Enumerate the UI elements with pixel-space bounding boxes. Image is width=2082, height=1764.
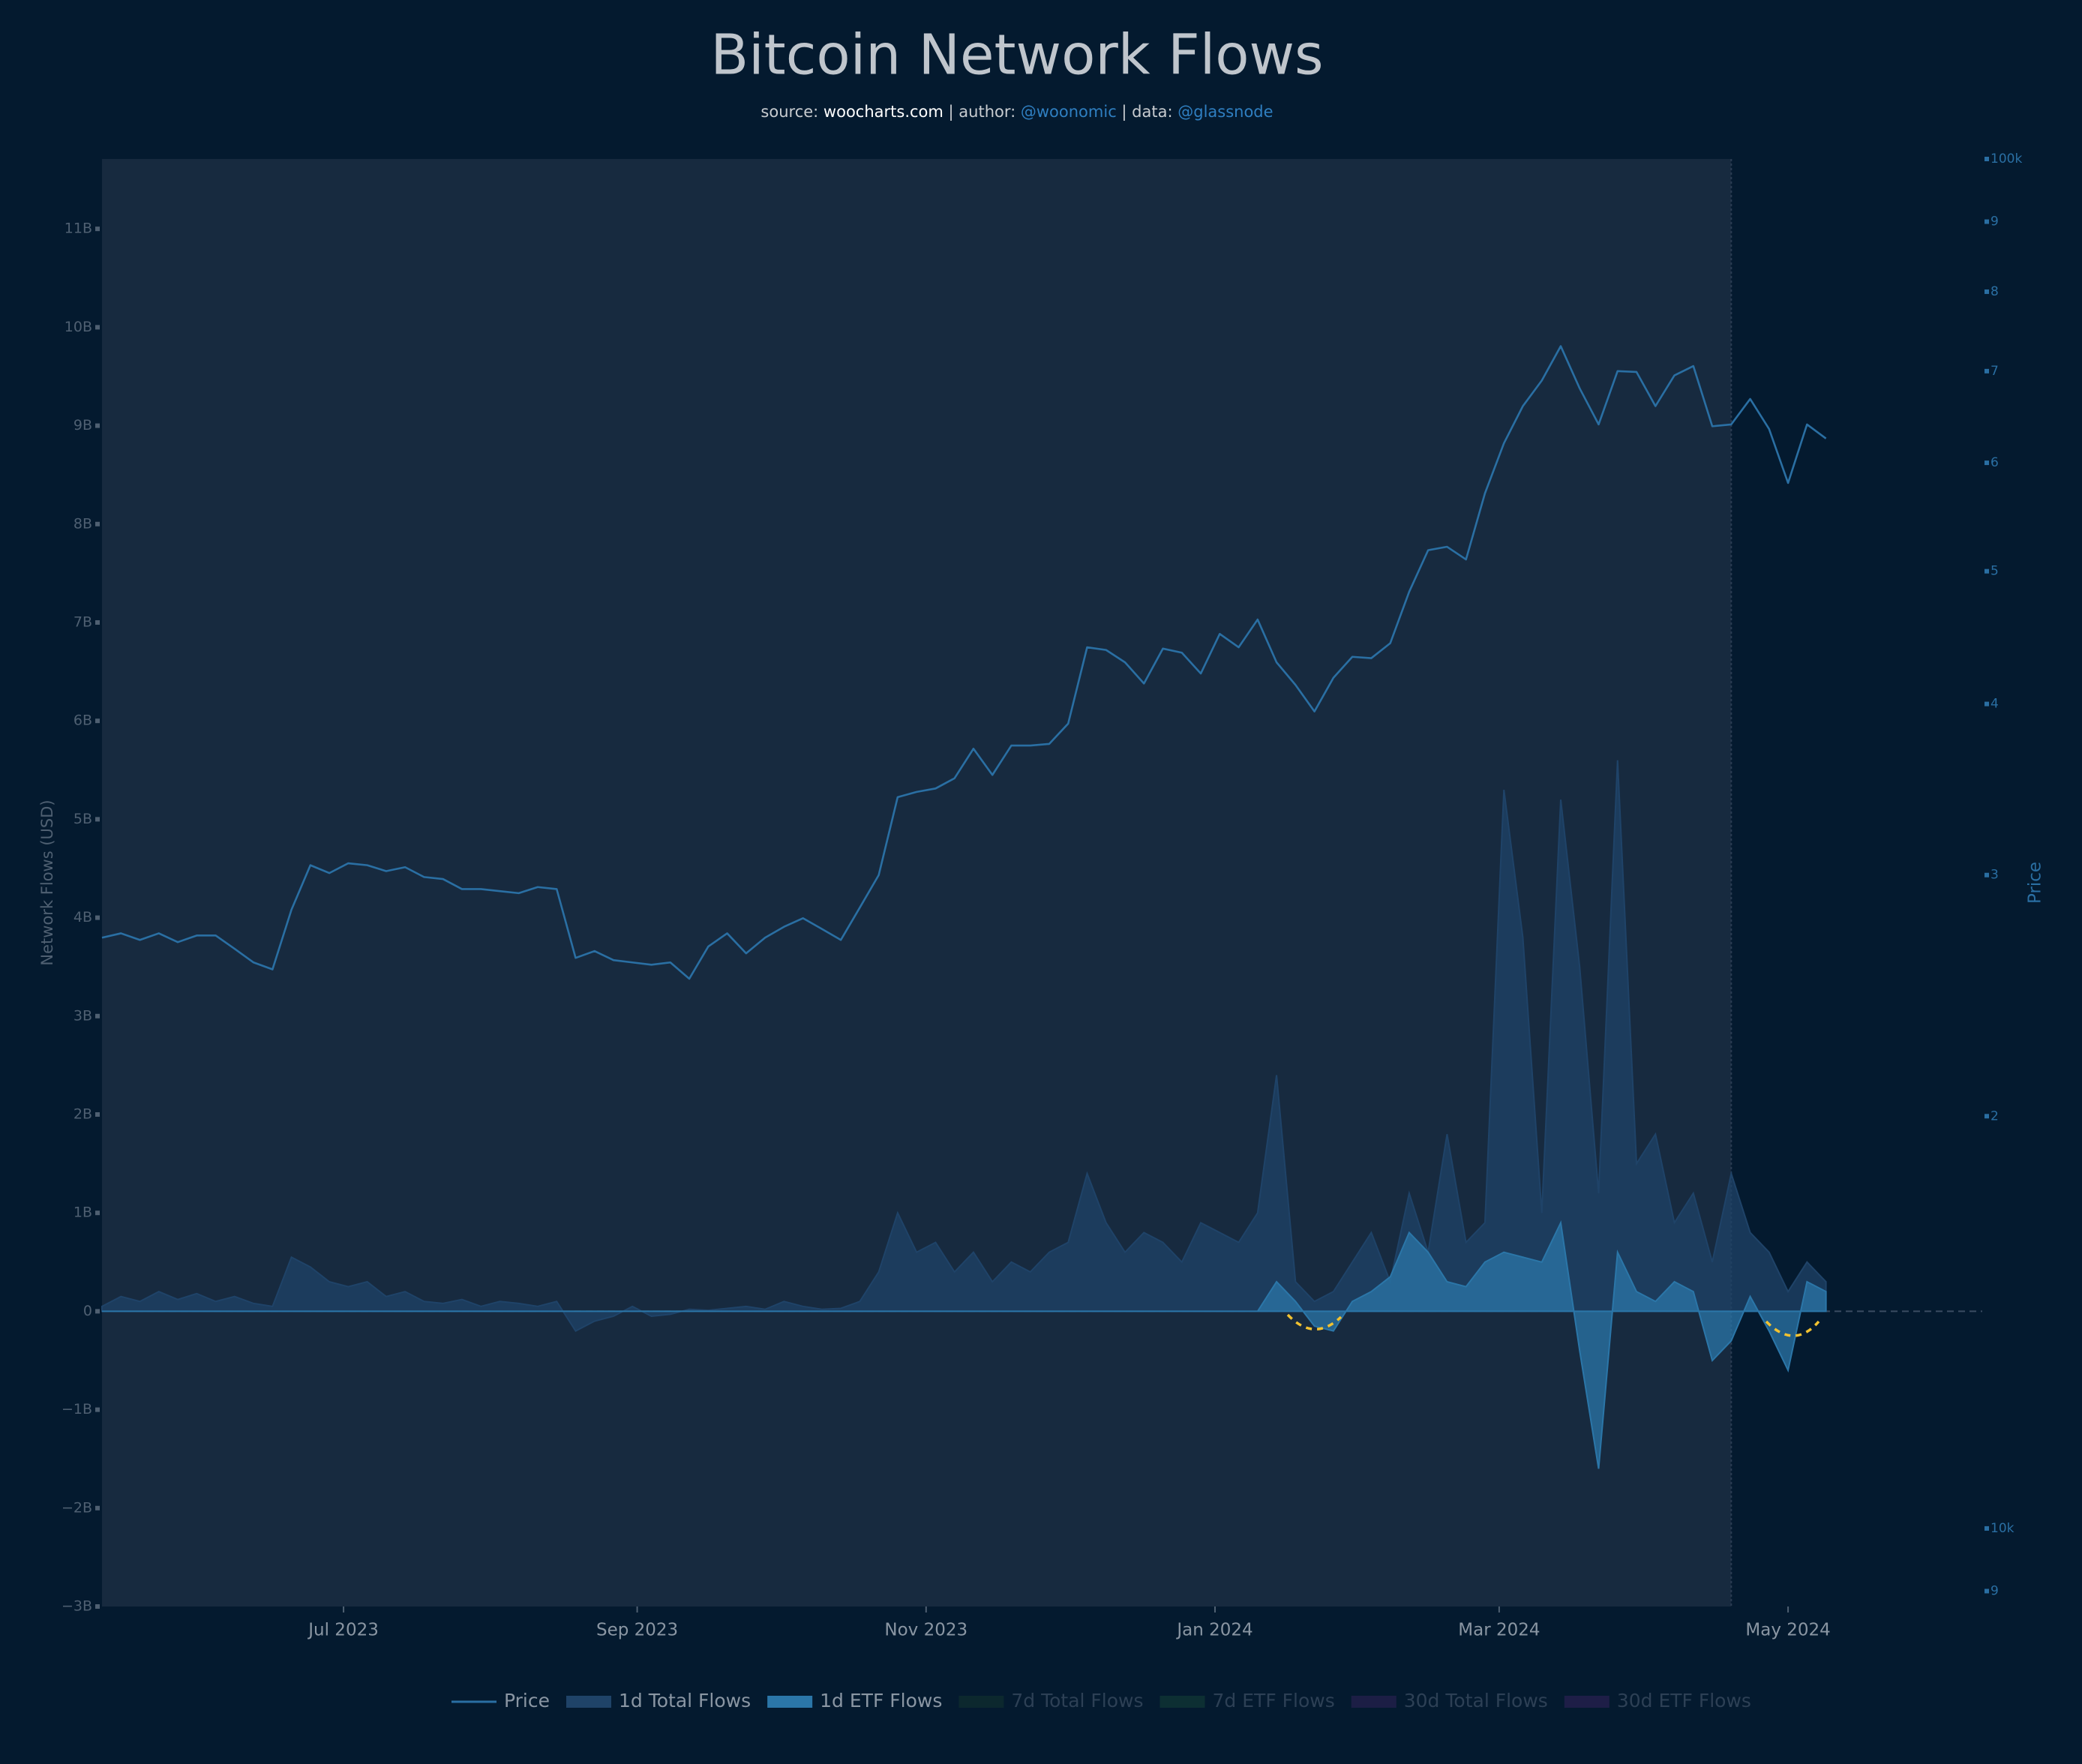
y-tick-mark [95, 423, 100, 428]
price-line [101, 345, 1827, 980]
y-tick-mark [95, 915, 100, 920]
y-tick-mark [95, 521, 100, 526]
legend-label[interactable]: 7d Total Flows [1011, 1690, 1143, 1712]
plot-background [102, 159, 1732, 1606]
y-tick-mark [95, 1112, 100, 1117]
x-tick-label: Nov 2023 [884, 1621, 968, 1640]
y-tick-label: 5B [74, 811, 92, 827]
legend-swatch [767, 1696, 813, 1708]
subtitle-link[interactable]: @woonomic [1021, 103, 1117, 121]
y2-tick-mark [1984, 368, 1989, 374]
y-tick-mark [95, 1309, 100, 1314]
subtitle-link[interactable]: @glassnode [1178, 103, 1273, 121]
subtitle-part: | author: [944, 103, 1021, 122]
y-tick-mark [95, 718, 100, 724]
y-tick-mark [95, 226, 100, 232]
y-tick-label: 6B [74, 712, 92, 729]
y2-tick-label: 4 [1990, 697, 1999, 712]
y2-tick-mark [1984, 460, 1989, 466]
y2-tick-mark [1984, 1114, 1989, 1119]
y-tick-mark [95, 817, 100, 822]
y-tick-mark [95, 620, 100, 625]
y-tick-mark [95, 1604, 100, 1609]
legend-label[interactable]: 30d ETF Flows [1617, 1690, 1751, 1712]
y2-tick-mark [1984, 1588, 1989, 1594]
y2-tick-label: 3 [1990, 868, 1999, 883]
y-tick-label: −2B [62, 1499, 92, 1516]
legend-label[interactable]: 7d ETF Flows [1213, 1690, 1335, 1712]
y-tick-label: 7B [74, 614, 92, 630]
y2-tick-label: 6 [1990, 455, 1999, 470]
y-tick-label: −1B [62, 1401, 92, 1418]
y-tick-mark [95, 1505, 100, 1510]
y-tick-label: 11B [64, 220, 92, 237]
y2-tick-mark [1984, 1526, 1989, 1531]
y-tick-label: 10B [64, 319, 92, 335]
y-tick-label: 3B [74, 1007, 92, 1024]
y2-tick-mark [1984, 157, 1989, 161]
legend-swatch [958, 1696, 1004, 1708]
y2-tick-mark [1984, 568, 1989, 574]
y-tick-label: 9B [74, 417, 92, 434]
x-tick-label: May 2024 [1745, 1621, 1830, 1640]
y2-tick-mark [1984, 872, 1989, 878]
legend: Price 1d Total Flows 1d ETF Flows 7d Total … [452, 1690, 1751, 1712]
y2-tick-label: 9 [1990, 214, 1999, 230]
x-tick-label: Mar 2024 [1458, 1621, 1540, 1640]
x-tick-label: Jul 2023 [307, 1621, 379, 1640]
y2-tick-label: 9 [1990, 1583, 1999, 1598]
subtitle-link[interactable]: woocharts.com [824, 103, 944, 121]
y-tick-mark [95, 1210, 100, 1216]
y2-tick-label: 2 [1990, 1108, 1999, 1124]
y2-tick-label: 7 [1990, 364, 1999, 379]
legend-label[interactable]: Price [504, 1690, 550, 1712]
y2-tick-label: 10k [1990, 1521, 2014, 1536]
y-tick-label: −3B [62, 1598, 92, 1615]
legend-swatch [566, 1696, 611, 1708]
y2-tick-mark [1984, 289, 1989, 294]
plot-marks: −3B −2B −1B 0 1B 2B 3B 4B 5B 6B 7B 8B 9B 10B 11B 9 10k 2 3… [62, 152, 2022, 1640]
x-tick-label: Sep 2023 [596, 1621, 678, 1640]
legend-swatch [1351, 1696, 1396, 1708]
y-tick-mark [95, 325, 100, 330]
y2-tick-label: 5 [1990, 564, 1999, 579]
highlight-range [102, 159, 1732, 1606]
y-tick-mark [95, 1407, 100, 1412]
y-axis-title: Network Flows (USD) [38, 800, 56, 965]
y2-tick-mark [1984, 701, 1989, 706]
y-tick-label: 0 [83, 1303, 92, 1319]
y-tick-label: 4B [74, 909, 92, 926]
y-tick-label: 8B [74, 515, 92, 532]
legend-label[interactable]: 30d Total Flows [1404, 1690, 1548, 1712]
subtitle-part: | data: [1117, 103, 1178, 122]
y-tick-label: 2B [74, 1106, 92, 1122]
y2-tick-label: 8 [1990, 284, 1999, 299]
y-tick-mark [95, 1013, 100, 1018]
chart-subtitle: source: woocharts.com | author: @woonomi… [760, 103, 1273, 122]
flow-area [101, 760, 1827, 1332]
y2-axis-title: Price [2026, 862, 2045, 904]
chart-title: Bitcoin Network Flows [710, 23, 1323, 88]
y-tick-label: 1B [74, 1204, 92, 1221]
subtitle-part: source: [760, 103, 824, 121]
legend-label[interactable]: 1d ETF Flows [820, 1690, 942, 1712]
legend-swatch [1564, 1696, 1610, 1708]
legend-label[interactable]: 1d Total Flows [619, 1690, 751, 1712]
flow-area [102, 1220, 1827, 1469]
y2-tick-label: 100k [1990, 152, 2022, 166]
x-tick-label: Jan 2024 [1175, 1621, 1252, 1640]
y2-tick-mark [1984, 219, 1989, 224]
legend-swatch [1160, 1696, 1205, 1708]
